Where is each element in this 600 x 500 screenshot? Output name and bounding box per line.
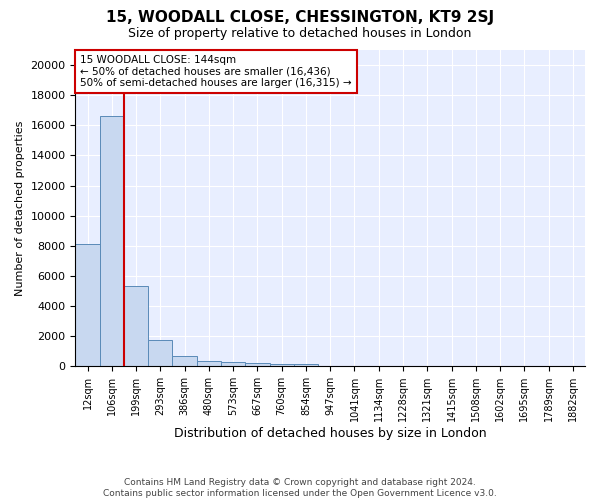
Bar [221, 362, 245, 366]
Bar [100, 116, 124, 366]
Bar [172, 356, 197, 366]
Y-axis label: Number of detached properties: Number of detached properties [15, 120, 25, 296]
Bar [197, 361, 221, 366]
Text: Contains HM Land Registry data © Crown copyright and database right 2024.
Contai: Contains HM Land Registry data © Crown c… [103, 478, 497, 498]
Bar [269, 364, 294, 366]
Text: Size of property relative to detached houses in London: Size of property relative to detached ho… [128, 28, 472, 40]
Text: 15, WOODALL CLOSE, CHESSINGTON, KT9 2SJ: 15, WOODALL CLOSE, CHESSINGTON, KT9 2SJ [106, 10, 494, 25]
X-axis label: Distribution of detached houses by size in London: Distribution of detached houses by size … [174, 427, 487, 440]
Text: 15 WOODALL CLOSE: 144sqm
← 50% of detached houses are smaller (16,436)
50% of se: 15 WOODALL CLOSE: 144sqm ← 50% of detach… [80, 54, 352, 88]
Bar [76, 244, 100, 366]
Bar [148, 340, 172, 366]
Bar [294, 364, 318, 366]
Bar [124, 286, 148, 366]
Bar [245, 363, 269, 366]
